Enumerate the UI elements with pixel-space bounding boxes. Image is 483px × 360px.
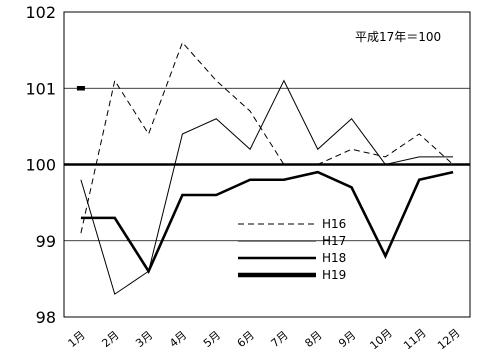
x-tick-label: 5月 (201, 329, 223, 351)
x-tick-label: 8月 (302, 329, 324, 351)
plot-frame (63, 11, 471, 318)
x-tick-label: 10月 (367, 326, 395, 352)
x-tick-label: 3月 (133, 329, 155, 351)
y-tick-label: 98 (36, 308, 56, 327)
x-tick-label: 6月 (235, 329, 257, 351)
series-line-H16 (80, 41, 454, 234)
x-tick-label: 12月 (435, 326, 463, 352)
y-tick-label: 101 (25, 79, 56, 98)
x-tick-label: 1月 (66, 329, 88, 351)
legend-label-H17: H17 (322, 234, 346, 248)
y-tick-label: 102 (25, 3, 56, 22)
y-tick-label: 100 (25, 156, 56, 175)
legend-label-H16: H16 (322, 217, 346, 231)
x-tick-label: 2月 (99, 329, 121, 351)
x-tick-label: 11月 (401, 326, 429, 352)
x-tick-label: 7月 (269, 329, 291, 351)
x-tick-label: 9月 (336, 329, 358, 351)
y-tick-label: 99 (36, 232, 56, 251)
x-axis-ticks: 1月 2月 3月 4月 5月 6月 7月 8月 9月 10月 11月 12月 (66, 326, 463, 352)
legend-label-H19: H19 (322, 268, 346, 282)
legend: H16 H17 H18 H19 (238, 217, 346, 282)
series-line-H18 (80, 170, 454, 274)
y-axis-ticks: 98 99 100 101 102 (25, 3, 56, 327)
legend-label-H18: H18 (322, 251, 346, 265)
x-tick-label: 4月 (167, 329, 189, 351)
base-year-note: 平成17年＝100 (355, 30, 441, 44)
series-line-H17 (80, 79, 454, 295)
series-lines (76, 41, 454, 295)
